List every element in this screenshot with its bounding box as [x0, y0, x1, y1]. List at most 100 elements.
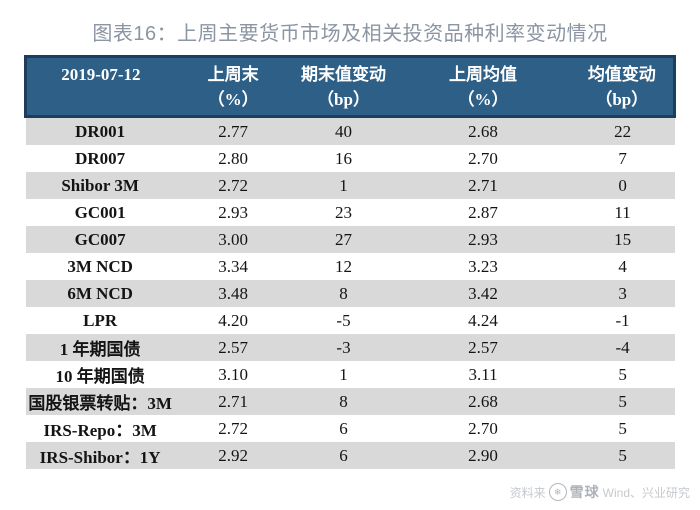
value-cell: 1 — [291, 361, 396, 388]
table-row: GC001 2.93 23 2.87 11 — [25, 199, 675, 226]
value-cell: 2.77 — [174, 116, 292, 145]
header-label: 上周均值 — [449, 65, 518, 84]
table-row: IRS-Shibor：1Y 2.92 6 2.90 5 — [25, 442, 675, 469]
value-cell: 27 — [291, 226, 396, 253]
row-label: IRS-Repo：3M — [25, 415, 175, 442]
value-cell: 2.71 — [174, 388, 292, 415]
value-cell: 3.10 — [174, 361, 292, 388]
value-cell: 7 — [570, 145, 675, 172]
value-cell: 5 — [570, 442, 675, 469]
header-cell-eop-change: 期末值变动 （bp） — [291, 55, 396, 118]
header-label: 2019-07-12 — [61, 65, 141, 84]
row-label: 1 年期国债 — [25, 334, 175, 361]
value-cell: 2.57 — [395, 334, 571, 361]
value-cell: 3.34 — [174, 253, 292, 280]
value-cell: 4 — [570, 253, 675, 280]
table-row: 1 年期国债 2.57 -3 2.57 -4 — [25, 334, 675, 361]
value-cell: -1 — [570, 307, 675, 334]
header-cell-avg-change: 均值变动 （bp） — [570, 55, 676, 118]
table-row: Shibor 3M 2.72 1 2.71 0 — [25, 172, 675, 199]
row-label: DR007 — [25, 145, 175, 172]
row-label: 10 年期国债 — [25, 361, 175, 388]
value-cell: 2.72 — [174, 415, 292, 442]
row-label: GC001 — [25, 199, 175, 226]
source-text-suffix: Wind、兴业研究 — [602, 485, 690, 500]
value-cell: 2.72 — [174, 172, 292, 199]
value-cell: 2.70 — [395, 415, 571, 442]
value-cell: 2.87 — [395, 199, 571, 226]
header-label: （%） — [207, 90, 259, 109]
value-cell: 4.24 — [395, 307, 571, 334]
source-watermark: 资料来 ❄ 雪球 Wind、兴业研究 — [510, 482, 690, 502]
value-cell: 12 — [291, 253, 396, 280]
source-text-prefix: 资料来 — [509, 485, 546, 500]
value-cell: 2.90 — [395, 442, 571, 469]
value-cell: 2.68 — [395, 388, 571, 415]
value-cell: 8 — [291, 280, 396, 307]
row-label: 6M NCD — [25, 280, 175, 307]
value-cell: 3 — [570, 280, 675, 307]
value-cell: 2.57 — [174, 334, 292, 361]
table-header: 2019-07-12 上周末 （%） 期末值变动 （bp） 上周均值 （%） 均… — [23, 55, 676, 118]
value-cell: -4 — [570, 334, 675, 361]
rates-table: 2019-07-12 上周末 （%） 期末值变动 （bp） 上周均值 （%） 均… — [23, 55, 676, 469]
table-row: GC007 3.00 27 2.93 15 — [25, 226, 675, 253]
value-cell: 2.70 — [395, 145, 571, 172]
value-cell: 8 — [291, 388, 396, 415]
table-body: DR001 2.77 40 2.68 22 DR007 2.80 16 2.70 7 Shibor … — [25, 116, 675, 469]
value-cell: 2.92 — [174, 442, 292, 469]
value-cell: 4.20 — [174, 307, 292, 334]
header-cell-week-avg: 上周均值 （%） — [395, 55, 571, 118]
xueqiu-logo-icon: ❄ — [548, 483, 567, 501]
header-cell-date: 2019-07-12 — [23, 55, 175, 118]
value-cell: 2.93 — [395, 226, 571, 253]
row-label: GC007 — [25, 226, 175, 253]
table-row: IRS-Repo：3M 2.72 6 2.70 5 — [25, 415, 675, 442]
table-row: DR001 2.77 40 2.68 22 — [25, 116, 675, 145]
value-cell: 11 — [570, 199, 675, 226]
table-row: 国股银票转贴：3M 2.71 8 2.68 5 — [25, 388, 675, 415]
value-cell: 2.80 — [174, 145, 292, 172]
value-cell: 3.00 — [174, 226, 292, 253]
row-label: IRS-Shibor：1Y — [25, 442, 175, 469]
value-cell: 5 — [570, 361, 675, 388]
value-cell: 23 — [291, 199, 396, 226]
table-row: LPR 4.20 -5 4.24 -1 — [25, 307, 675, 334]
value-cell: 0 — [570, 172, 675, 199]
header-label: （%） — [457, 90, 509, 109]
table-row: 3M NCD 3.34 12 3.23 4 — [25, 253, 675, 280]
header-label: 期末值变动 — [300, 65, 386, 84]
value-cell: -3 — [291, 334, 396, 361]
value-cell: 3.42 — [395, 280, 571, 307]
value-cell: 3.48 — [174, 280, 292, 307]
value-cell: 3.23 — [395, 253, 571, 280]
value-cell: 40 — [291, 116, 396, 145]
value-cell: 6 — [291, 442, 396, 469]
header-label: （bp） — [595, 90, 649, 109]
table-row: 10 年期国债 3.10 1 3.11 5 — [25, 361, 675, 388]
value-cell: 5 — [570, 388, 675, 415]
header-label: 均值变动 — [587, 65, 656, 84]
value-cell: -5 — [291, 307, 396, 334]
row-label: DR001 — [25, 116, 175, 145]
value-cell: 15 — [570, 226, 675, 253]
value-cell: 1 — [291, 172, 396, 199]
table-row: DR007 2.80 16 2.70 7 — [25, 145, 675, 172]
row-label: 3M NCD — [25, 253, 175, 280]
value-cell: 2.93 — [174, 199, 292, 226]
value-cell: 2.68 — [395, 116, 571, 145]
watermark-brand: 雪球 — [569, 484, 600, 500]
table-row: 6M NCD 3.48 8 3.42 3 — [25, 280, 675, 307]
header-label: 上周末 — [207, 65, 259, 84]
header-label: （bp） — [317, 90, 370, 109]
value-cell: 2.71 — [395, 172, 571, 199]
value-cell: 3.11 — [395, 361, 571, 388]
value-cell: 16 — [291, 145, 396, 172]
value-cell: 5 — [570, 415, 675, 442]
header-cell-last-week: 上周末 （%） — [174, 55, 292, 118]
row-label: 国股银票转贴：3M — [25, 388, 175, 415]
chart-title: 图表16：上周主要货币市场及相关投资品种利率变动情况 — [92, 23, 608, 45]
row-label: LPR — [25, 307, 175, 334]
row-label: Shibor 3M — [25, 172, 175, 199]
